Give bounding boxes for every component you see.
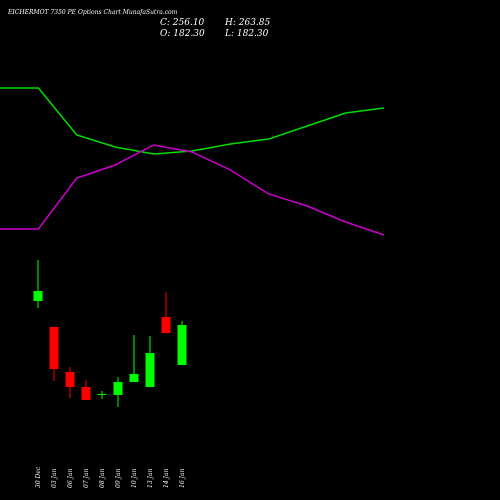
- candle-body: [81, 387, 91, 401]
- candle-body: [97, 393, 107, 395]
- x-tick-label: 13 Jan: [147, 468, 154, 488]
- x-tick-label: 09 Jan: [115, 468, 122, 488]
- indicator-line: [0, 144, 385, 236]
- x-tick-label: 03 Jan: [51, 468, 58, 488]
- x-tick-label: 30 Dec: [35, 466, 42, 488]
- info-open: O: 182.30: [160, 29, 205, 39]
- x-tick-label: 08 Jan: [99, 468, 106, 488]
- info-close: C: 256.10: [160, 18, 205, 28]
- candle-body: [177, 325, 187, 365]
- x-tick-label: 14 Jan: [163, 468, 170, 488]
- candle-body: [33, 291, 43, 301]
- x-tick-label: 06 Jan: [67, 468, 74, 488]
- candle-body: [65, 371, 75, 388]
- info-low: L: 182.30: [224, 29, 269, 39]
- x-tick-label: 16 Jan: [179, 468, 186, 488]
- candle-body: [145, 353, 155, 388]
- candle-body: [49, 327, 59, 370]
- x-tick-label: 07 Jan: [83, 468, 90, 488]
- info-high: H: 263.85: [224, 18, 271, 28]
- candle-body: [161, 316, 171, 334]
- chart-title: EICHERMOT 7350 PE Options Chart MunafaSu…: [7, 9, 178, 16]
- x-tick-label: 10 Jan: [131, 468, 138, 488]
- indicator-line: [0, 87, 385, 155]
- candle-body: [113, 382, 123, 395]
- candle-body: [129, 373, 139, 383]
